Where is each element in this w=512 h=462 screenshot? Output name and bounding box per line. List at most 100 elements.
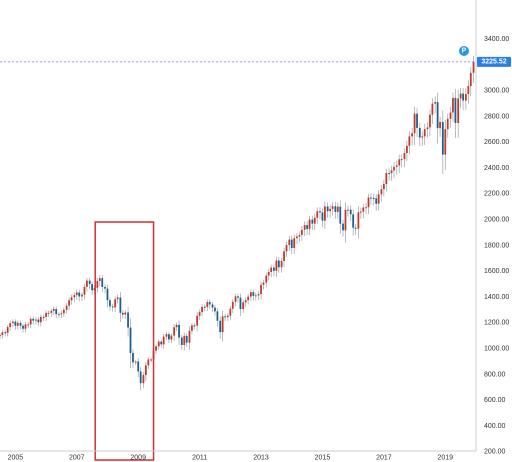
candle-body [411,133,414,137]
candle-body [239,297,242,310]
y-tick-label: 1400.00 [484,294,509,301]
candle-body [288,239,291,246]
candle-body [121,312,124,315]
candle-body [83,286,86,295]
candle-body [78,292,81,297]
candle-body [88,280,91,285]
event-marker-icon[interactable] [459,46,469,56]
y-tick-label: 1200.00 [484,320,509,327]
candle-body [406,145,408,154]
candle-body [267,271,270,276]
candle-body [170,335,173,340]
candle-body [357,212,360,229]
candle-body [19,322,22,326]
candle-body [347,209,349,211]
candle-body [303,225,306,230]
candle-body [265,275,268,283]
candle-body [203,306,206,308]
candle-body [1,332,4,336]
candle-body [457,98,460,123]
candle-body [352,214,355,228]
candle-body [416,113,418,128]
candle-body [147,359,150,366]
candle-body [0,335,1,337]
y-axis-ticks: 200.00 400.00 600.00 800.00 1000.00 1200.00 14… [484,36,509,456]
candle-body [375,198,378,204]
candle-body [52,309,55,311]
candle-body [385,173,388,185]
candle-body [142,375,145,384]
candle-body [398,159,401,166]
candle-body [395,165,398,167]
last-price-value: 3225.52 [481,58,506,65]
candle-body [109,300,111,307]
candle-body [70,297,73,301]
candle-body [104,286,106,289]
candle-body [27,324,30,326]
candle-body [311,219,314,224]
candle-body [168,334,170,340]
event-marker[interactable]: P [459,46,469,56]
candle-body [160,341,163,345]
candle-body [449,112,452,119]
candle-body [35,319,37,321]
candle-body [206,302,209,307]
candle-body [444,129,447,155]
candle-body [293,238,296,248]
candle-body [244,300,247,303]
candle-body [4,332,7,334]
candle-body [370,197,372,199]
candle-body [226,315,229,318]
candle-body [439,121,441,129]
candle-body [298,234,301,237]
candle-body [454,97,457,123]
y-tick-label: 400.00 [484,423,506,430]
candle-body [137,361,140,372]
candle-body [32,318,35,321]
x-tick-label: 2019 [438,455,454,462]
candle-body [365,207,367,209]
candle-body [339,206,342,224]
candle-series [0,55,475,391]
candle-body [175,324,178,328]
candle-body [285,245,288,252]
y-tick-label: 3400.00 [484,36,509,43]
candle-body [216,311,219,321]
candle-body [362,207,365,212]
candle-body [127,312,129,328]
candle-body [283,251,285,262]
candle-body [98,278,101,282]
candle-body [45,312,47,318]
candle-body [296,236,298,239]
candle-body [68,300,70,306]
x-tick-label: 2005 [8,455,24,462]
candle-body [185,335,188,343]
candle-body [237,296,239,298]
candle-body [37,319,40,323]
candle-body [211,304,214,308]
candle-body [260,284,262,295]
candle-body [354,227,357,229]
candle-body [413,113,416,134]
candle-body [157,341,160,347]
candle-body [162,336,165,345]
candle-body [452,97,454,113]
candle-body [349,209,352,215]
candle-body [196,315,199,326]
candle-body [367,197,370,208]
candle-body [114,299,117,308]
candle-body [116,297,119,300]
y-tick-label: 2600.00 [484,139,509,146]
x-tick-label: 2007 [69,455,85,462]
candle-body [441,121,444,155]
candle-body [469,72,472,87]
candle-body [132,352,134,363]
y-tick-label: 200.00 [484,449,506,456]
candle-body [65,305,68,310]
highlight-box [94,221,155,461]
candle-body [86,280,88,287]
candle-body [270,267,273,272]
candle-body [446,118,449,130]
x-tick-label: 2013 [253,455,269,462]
candle-body [421,136,424,138]
